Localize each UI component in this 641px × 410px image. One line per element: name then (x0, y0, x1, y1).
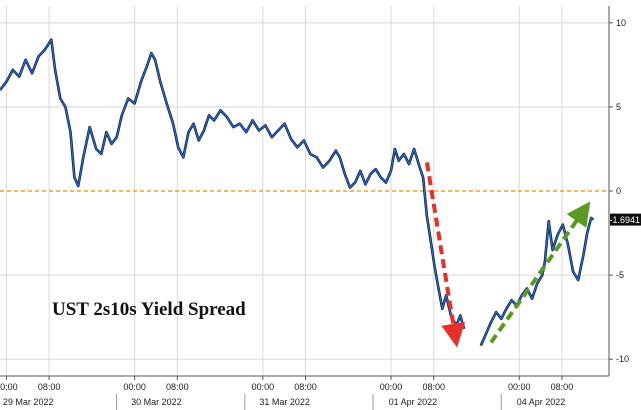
y-tick-label: -10 (616, 354, 629, 364)
x-tick-label: 00:00 (380, 382, 403, 392)
last-value-label: -1.6941 (609, 215, 640, 225)
x-date-labels: 29 Mar 2022 30 Mar 2022 31 Mar 2022 01 Apr … (3, 397, 565, 407)
y-tick-label: 5 (616, 102, 621, 112)
last-value-badge-bg (610, 213, 641, 226)
y-tick-labels: 10 5 0 -5 -10 (616, 18, 629, 364)
axes (0, 6, 613, 410)
x-date-label: 29 Mar 2022 (3, 397, 54, 407)
trend-arrows (424, 162, 591, 348)
series-line (0, 39, 465, 330)
x-date-label: 01 Apr 2022 (389, 397, 438, 407)
x-tick-label: 00:00 (123, 382, 146, 392)
last-value-badge: -1.6941 (609, 213, 641, 226)
series-lines (0, 38, 595, 347)
down-trend-arrow (424, 162, 466, 348)
y-tick-label: 10 (616, 18, 626, 28)
x-tick-label: 00:00 (508, 382, 531, 392)
x-date-label: 31 Mar 2022 (259, 397, 310, 407)
x-tick-labels: 00:00 08:00 00:00 08:00 00:00 08:00 00:00 08:00… (0, 382, 573, 392)
series-line (480, 217, 594, 346)
x-tick-label: 08:00 (38, 382, 61, 392)
x-tick-label: 08:00 (422, 382, 445, 392)
x-tick-label: 08:00 (551, 382, 574, 392)
chart-title: UST 2s10s Yield Spread (52, 299, 246, 320)
y-tick-label: -5 (616, 270, 624, 280)
y-tick-label: 0 (616, 186, 621, 196)
x-tick-label: 08:00 (294, 382, 317, 392)
x-tick-label: 00:00 (252, 382, 275, 392)
x-tick-label: 00:00 (0, 382, 18, 392)
x-date-label: 04 Apr 2022 (517, 397, 566, 407)
up-trend-arrow (489, 201, 591, 344)
x-tick-label: 08:00 (166, 382, 189, 392)
x-date-label: 30 Mar 2022 (131, 397, 182, 407)
